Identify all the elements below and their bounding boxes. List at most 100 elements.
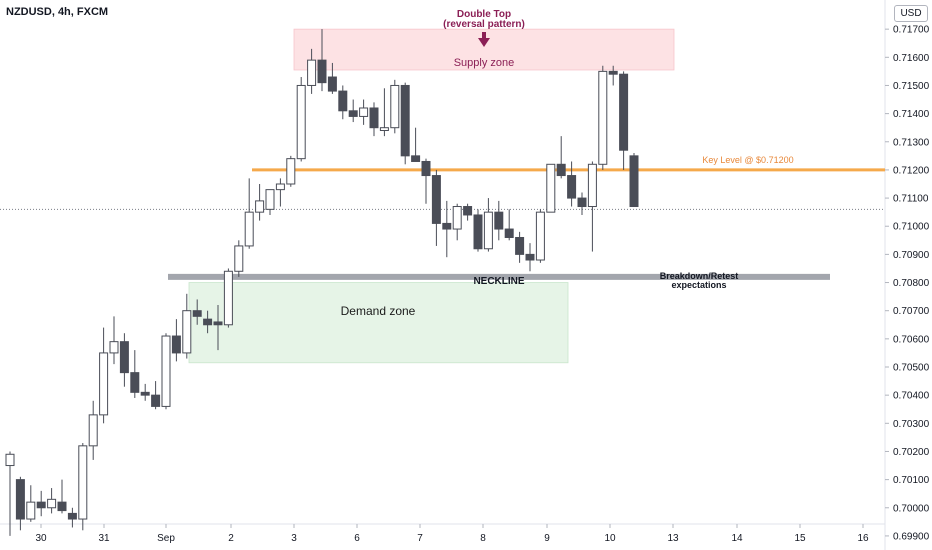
candle: [556, 136, 566, 179]
candle: [161, 333, 171, 410]
candle: [348, 99, 358, 123]
candle: [567, 161, 577, 207]
y-tick-label: 0.71300: [893, 137, 930, 148]
candle: [15, 476, 25, 531]
candle-body: [629, 155, 639, 208]
candle: [359, 99, 369, 125]
candle-body: [577, 197, 587, 208]
candle-body: [67, 512, 77, 520]
candle-body: [5, 453, 15, 467]
y-tick-label: 0.71500: [893, 81, 930, 92]
candle-body: [99, 352, 109, 416]
candle: [130, 350, 140, 398]
candle-body: [109, 341, 119, 354]
candle: [182, 293, 192, 359]
candle: [629, 153, 639, 208]
candle: [525, 243, 535, 272]
candle-body: [213, 321, 223, 326]
candle-body: [567, 175, 577, 199]
candle: [317, 29, 327, 92]
candle-body: [151, 394, 161, 407]
candle-body: [452, 206, 462, 230]
candle: [109, 316, 119, 365]
annotations-layer: Double Top(reversal pattern) Supply zone D…: [341, 9, 794, 318]
candle: [369, 102, 379, 137]
double-top-arrow-icon: [478, 38, 490, 47]
y-tick-label: 0.71100: [893, 194, 929, 205]
zones-layer: [0, 28, 885, 364]
candle-body: [608, 70, 618, 75]
y-tick-label: 0.70300: [893, 419, 930, 430]
candle-body: [255, 200, 265, 213]
candle-body: [57, 501, 67, 512]
x-tick-label: 10: [604, 533, 616, 544]
candle: [608, 65, 618, 86]
x-tick-label: 2: [228, 533, 234, 544]
candle: [307, 48, 317, 94]
candle-body: [78, 445, 88, 520]
double-top-arrow-shaft: [482, 32, 486, 39]
y-tick-label: 0.71200: [893, 165, 930, 176]
x-tick-label: 8: [480, 533, 486, 544]
candle: [223, 268, 233, 328]
y-tick-label: 0.70400: [893, 391, 930, 402]
candle-body: [504, 228, 514, 238]
candle: [390, 79, 400, 134]
x-tick-label: 3: [291, 533, 297, 544]
candle-body: [473, 214, 483, 250]
candle-body: [161, 335, 171, 407]
candle-body: [348, 110, 358, 117]
currency-selector[interactable]: USD: [894, 5, 928, 22]
candle-body: [234, 245, 244, 272]
time-axis[interactable]: 30 31 Sep 2 3 6 7 8 9 10 13 14 15 16: [35, 524, 869, 544]
chart-title: NZDUSD, 4h, FXCM: [6, 6, 109, 18]
key-level-label: Key Level @ $0.71200: [702, 155, 793, 165]
price-axis[interactable]: 0.71700 0.71600 0.71500 0.71400 0.71300 0.712…: [885, 25, 930, 543]
candle: [140, 383, 150, 401]
candle: [494, 200, 504, 241]
y-tick-label: 0.71400: [893, 109, 930, 120]
candle: [473, 209, 483, 252]
y-tick-label: 0.70500: [893, 363, 930, 374]
candle-body: [515, 236, 525, 255]
x-tick-label: 14: [731, 533, 743, 544]
candle: [26, 485, 36, 522]
candle-body: [244, 211, 254, 247]
candle: [36, 490, 46, 517]
candle: [504, 209, 514, 241]
candle: [421, 158, 431, 204]
candle-body: [203, 318, 213, 326]
candle: [57, 479, 67, 514]
breakdown-label-line1: Breakdown/Retest: [660, 271, 739, 281]
supply-zone-label: Supply zone: [454, 57, 515, 69]
double-top-subtitle: (reversal pattern): [443, 19, 525, 30]
candle-body: [338, 90, 348, 112]
candle-body: [535, 211, 545, 261]
candle: [88, 400, 98, 460]
candle-body: [598, 70, 608, 165]
candle-body: [286, 158, 296, 185]
y-tick-label: 0.71000: [893, 222, 930, 233]
candle-body: [26, 501, 36, 520]
candle-body: [619, 73, 629, 151]
candle-body: [369, 107, 379, 129]
y-tick-label: 0.71600: [893, 53, 930, 64]
candle: [151, 381, 161, 410]
x-tick-label: 13: [667, 533, 679, 544]
candle: [119, 333, 129, 387]
candle: [244, 178, 254, 249]
candle-body: [390, 84, 400, 129]
candle: [442, 200, 452, 258]
candle-body: [192, 310, 202, 317]
y-tick-label: 0.70800: [893, 278, 930, 289]
candle-body: [379, 127, 389, 132]
x-tick-label: 6: [354, 533, 360, 544]
candle: [99, 327, 109, 424]
y-tick-label: 0.69900: [893, 531, 930, 542]
x-tick-label: 16: [857, 533, 869, 544]
candle: [78, 443, 88, 531]
candle-body: [15, 479, 25, 520]
candle: [255, 184, 265, 221]
candle: [275, 178, 285, 207]
